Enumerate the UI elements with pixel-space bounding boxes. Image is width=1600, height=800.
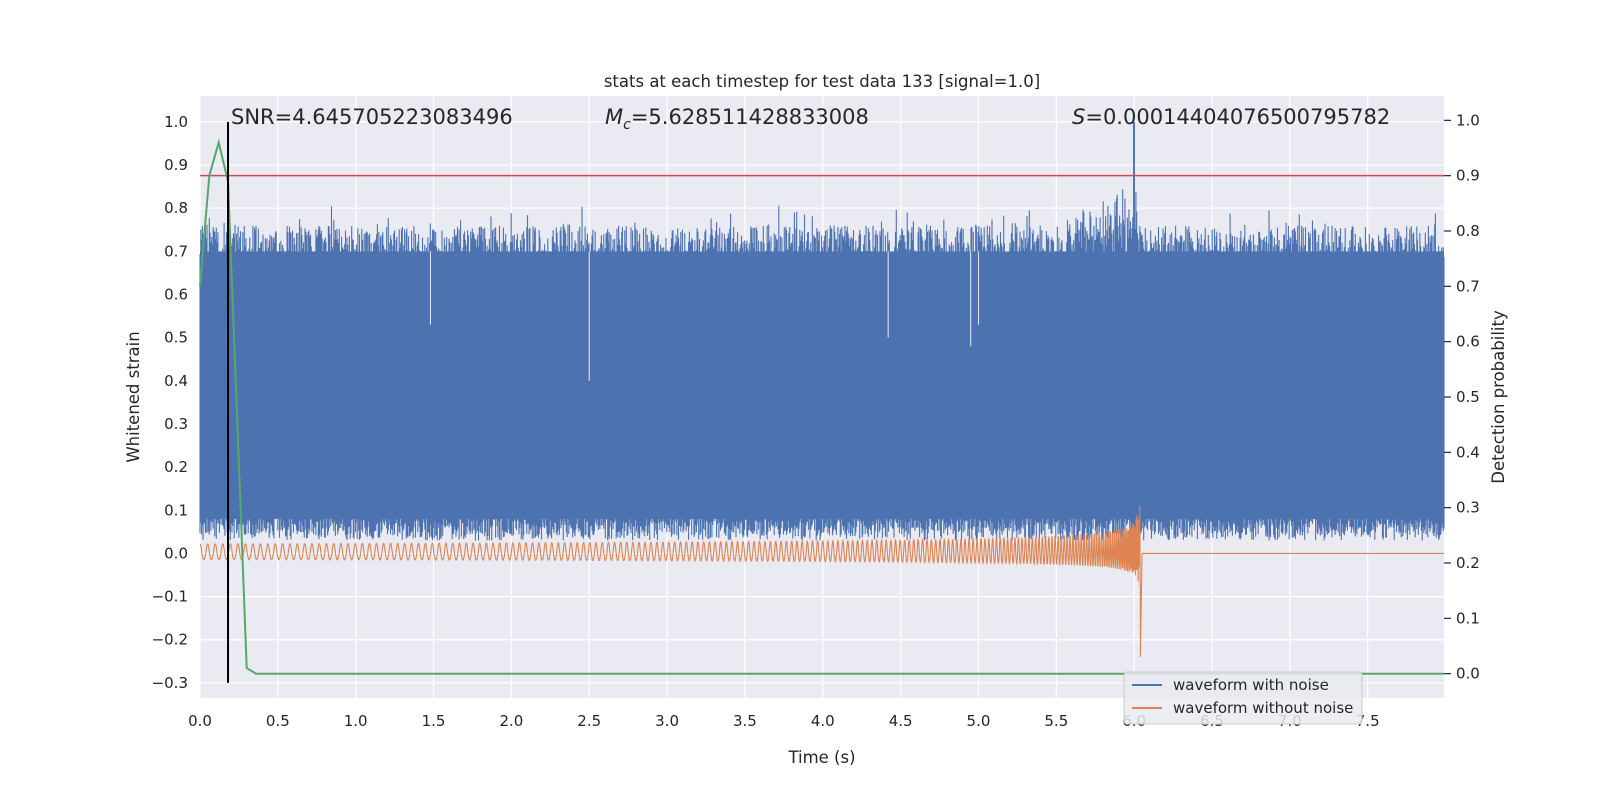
left-y-tick-label: 0.4 <box>164 372 188 390</box>
left-y-tick-label: 0.1 <box>164 501 188 519</box>
left-y-tick-label: −0.3 <box>152 674 188 692</box>
s-value: =0.00014404076500795782 <box>1085 105 1390 129</box>
right-y-tick-label: 0.7 <box>1456 277 1480 295</box>
snr-annotation: SNR=4.645705223083496 <box>231 105 513 129</box>
chirp-mass-annotation: Mc=5.628511428833008 <box>605 105 869 133</box>
x-axis-label: Time (s) <box>787 748 855 767</box>
right-y-tick-label: 0.2 <box>1456 554 1480 572</box>
left-y-tick-label: 1.0 <box>164 113 188 131</box>
right-y-axis-label: Detection probability <box>1489 310 1508 484</box>
x-tick-label: 5.5 <box>1044 712 1068 730</box>
noise-waveform-series <box>199 121 1445 541</box>
left-y-tick-label: 0.2 <box>164 458 188 476</box>
chirp-mass-symbol: M <box>605 105 623 129</box>
clean-waveform-line <box>199 505 1444 658</box>
chirp-mass-value: =5.628511428833008 <box>631 105 869 129</box>
x-tick-label: 2.5 <box>577 712 601 730</box>
x-tick-label: 5.0 <box>967 712 991 730</box>
detection-probability-line <box>199 138 1444 675</box>
left-y-axis-label: Whitened strain <box>124 331 143 462</box>
left-y-tick-label: 0.3 <box>164 415 188 433</box>
left-y-tick-label: 0.9 <box>164 156 188 174</box>
right-y-tick-label: 0.0 <box>1456 665 1480 683</box>
right-y-tick-label: 1.0 <box>1456 111 1480 129</box>
x-tick-label: 4.5 <box>889 712 913 730</box>
left-y-tick-label: 0.8 <box>164 199 188 217</box>
left-y-tick-label: 0.5 <box>164 329 188 347</box>
x-tick-label: 0.5 <box>266 712 290 730</box>
left-y-tick-label: −0.1 <box>152 588 188 606</box>
s-annotation: S=0.00014404076500795782 <box>1072 105 1390 129</box>
x-tick-label: 4.0 <box>811 712 835 730</box>
right-y-tick-label: 0.5 <box>1456 388 1480 406</box>
left-y-tick-label: 0.6 <box>164 286 188 304</box>
left-y-tick-label: −0.2 <box>152 631 188 649</box>
chart-title: stats at each timestep for test data 133… <box>604 72 1040 91</box>
x-tick-label: 3.0 <box>655 712 679 730</box>
right-y-tick-label: 0.6 <box>1456 333 1480 351</box>
legend: waveform with noise waveform without noi… <box>1123 671 1363 725</box>
legend-box <box>1123 671 1363 725</box>
x-tick-label: 0.0 <box>188 712 212 730</box>
overlay-lines <box>199 121 1444 683</box>
x-tick-label: 3.5 <box>733 712 757 730</box>
left-y-tick-label: 0.0 <box>164 544 188 562</box>
s-symbol: S <box>1072 105 1085 129</box>
legend-label-clean: waveform without noise <box>1173 699 1353 717</box>
right-y-tick-label: 0.4 <box>1456 443 1480 461</box>
chirp-mass-subscript: c <box>623 117 631 133</box>
right-y-tick-label: 0.8 <box>1456 222 1480 240</box>
noise-waveform-line <box>199 121 1445 541</box>
axis-ticks: 0.00.51.01.52.02.53.03.54.04.55.05.56.06… <box>152 111 1480 730</box>
x-tick-label: 1.5 <box>422 712 446 730</box>
x-tick-label: 2.0 <box>499 712 523 730</box>
clean-waveform-series <box>199 505 1444 658</box>
legend-label-noise: waveform with noise <box>1173 676 1329 694</box>
right-y-tick-label: 0.1 <box>1456 609 1480 627</box>
left-y-tick-label: 0.7 <box>164 242 188 260</box>
right-y-tick-label: 0.3 <box>1456 499 1480 517</box>
x-tick-label: 1.0 <box>344 712 368 730</box>
right-y-tick-label: 0.9 <box>1456 167 1480 185</box>
